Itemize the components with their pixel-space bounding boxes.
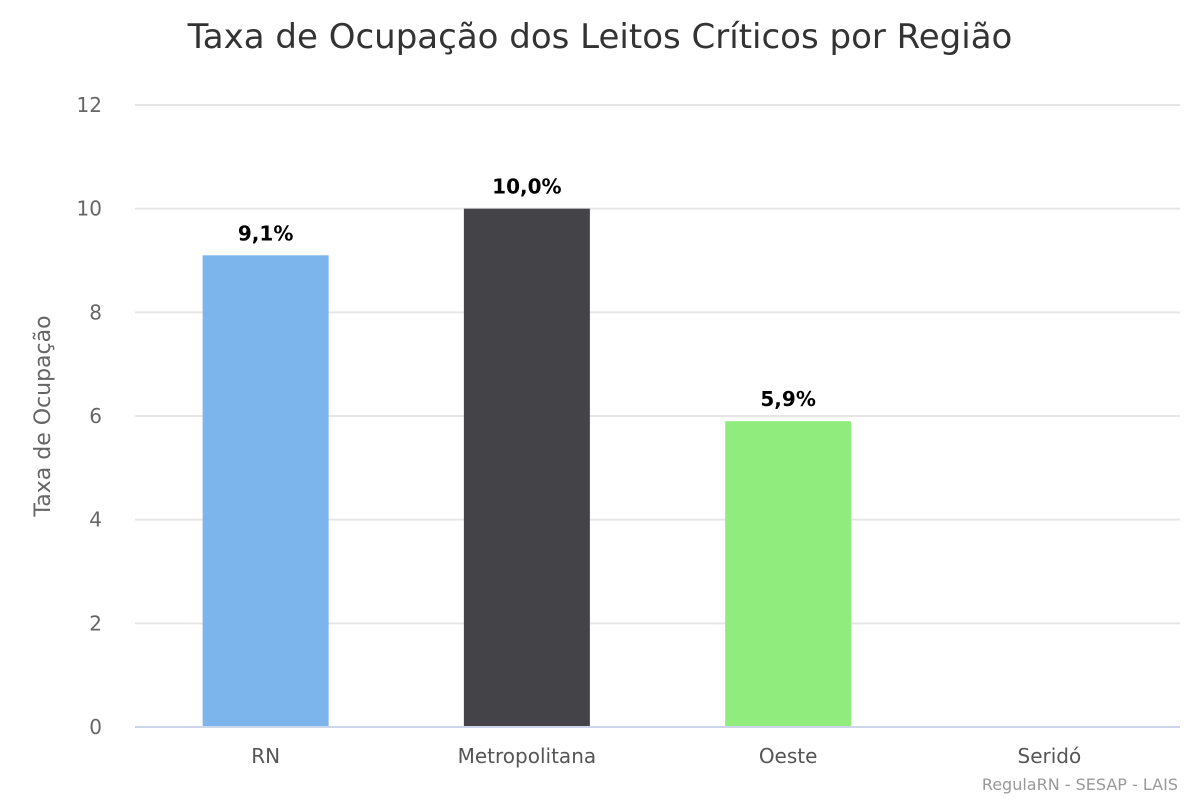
chart-title: Taxa de Ocupação dos Leitos Críticos por… — [187, 17, 1013, 57]
y-tick-label: 8 — [89, 300, 102, 324]
bars — [202, 208, 852, 728]
x-category-label: Metropolitana — [458, 744, 597, 768]
bar-rn[interactable] — [202, 255, 329, 728]
data-label: 10,0% — [492, 175, 561, 199]
y-tick-label: 4 — [89, 508, 102, 532]
data-labels: 9,1% 10,0% 5,9% — [238, 175, 816, 412]
y-axis-label: Taxa de Ocupação — [31, 315, 56, 517]
y-tick-label: 10 — [77, 197, 102, 221]
x-category-label: Seridó — [1018, 744, 1082, 768]
x-category-label: Oeste — [759, 744, 818, 768]
x-category-label: RN — [251, 744, 280, 768]
y-tick-label: 12 — [77, 93, 102, 117]
y-tick-label: 6 — [89, 404, 102, 428]
credits-text[interactable]: RegulaRN - SESAP - LAIS — [982, 775, 1178, 794]
y-tick-label: 2 — [89, 611, 102, 635]
bar-oeste[interactable] — [725, 421, 852, 727]
data-label: 9,1% — [238, 221, 293, 245]
bar-metropolitana[interactable] — [463, 208, 590, 727]
x-axis-categories: RN Metropolitana Oeste Seridó — [251, 744, 1081, 768]
data-label: 5,9% — [760, 387, 815, 411]
y-tick-label: 0 — [89, 715, 102, 739]
y-axis-ticks: 0 2 4 6 8 10 12 — [77, 93, 102, 739]
